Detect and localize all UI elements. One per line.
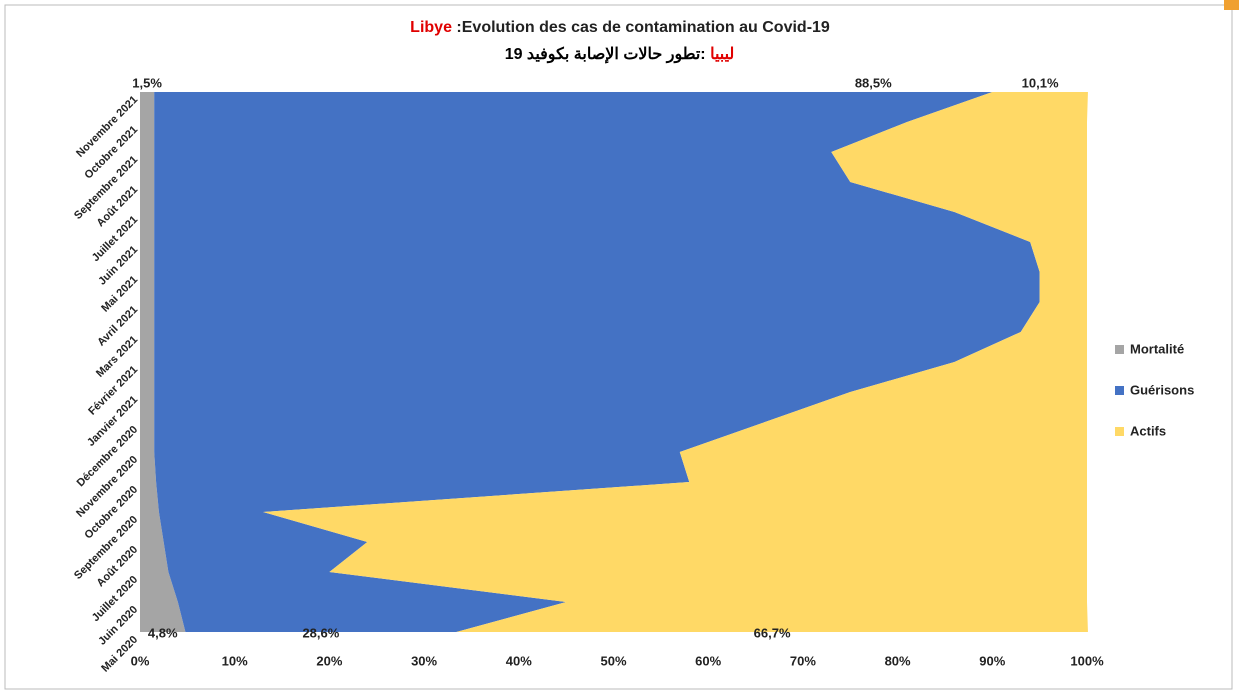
legend-swatch [1115,386,1124,395]
x-tick-label: 60% [695,653,721,668]
legend-label: Mortalité [1130,341,1184,356]
x-tick-label: 0% [131,653,150,668]
area-0 [140,92,186,632]
legend-swatch [1115,427,1124,436]
title-country: Libye [410,19,452,36]
area-2 [263,92,1088,632]
x-tick-label: 90% [979,653,1005,668]
legend-label: Guérisons [1130,382,1194,397]
area-1 [154,92,1040,632]
corner-tab [1224,0,1239,10]
x-tick-label: 50% [600,653,626,668]
x-tick-label: 40% [506,653,532,668]
x-tick-label: 70% [790,653,816,668]
title-text: :Evolution des cas de contamination au C… [452,19,830,36]
subtitle-country: ليبيا [710,46,735,63]
value-label: 66,7% [754,625,791,640]
legend-label: Actifs [1130,423,1166,438]
chart-subtitle: ليبيا :تطور حالات الإصابة بكوفيد 19 [0,44,1239,64]
value-label: 28,6% [302,625,339,640]
value-label: 1,5% [132,75,162,90]
value-label: 10,1% [1022,75,1059,90]
value-label: 4,8% [148,625,178,640]
x-tick-label: 30% [411,653,437,668]
x-tick-label: 20% [316,653,342,668]
value-label: 88,5% [855,75,892,90]
legend-swatch [1115,345,1124,354]
x-tick-label: 10% [222,653,248,668]
subtitle-text: :تطور حالات الإصابة بكوفيد 19 [504,46,711,63]
x-tick-label: 100% [1070,653,1104,668]
chart-title: Libye :Evolution des cas de contaminatio… [410,19,830,36]
x-tick-label: 80% [885,653,911,668]
